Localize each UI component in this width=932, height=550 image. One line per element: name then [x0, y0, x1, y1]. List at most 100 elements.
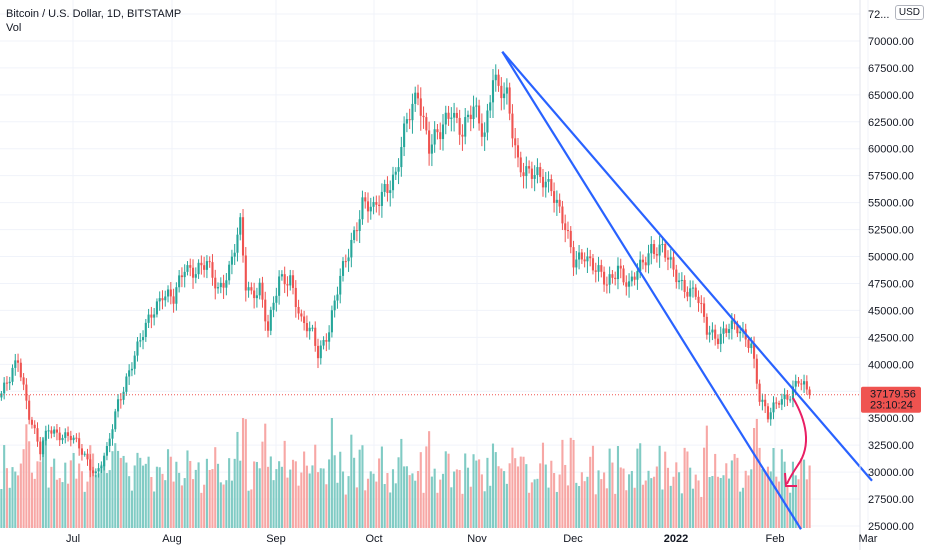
volume-bar	[66, 483, 70, 528]
volume-bar	[8, 487, 11, 528]
volume-bar	[91, 453, 95, 528]
candle-body	[97, 468, 100, 472]
volume-bar	[555, 491, 558, 528]
volume-bar	[414, 480, 417, 528]
volume-bar	[800, 458, 803, 528]
candle-body	[619, 265, 622, 269]
volume-bar	[141, 465, 145, 528]
price-tick-label: 35000.00	[868, 413, 914, 425]
volume-bar	[269, 456, 272, 528]
volume-bar	[647, 470, 650, 528]
candle-body	[61, 437, 64, 441]
volume-bar	[578, 486, 581, 528]
candle-body	[219, 282, 222, 288]
candle-body	[328, 332, 331, 342]
candle-body	[636, 271, 639, 280]
volume-bar	[753, 428, 756, 528]
candle-body	[458, 117, 461, 135]
candle-body	[739, 331, 742, 334]
candle-body	[680, 279, 683, 281]
candle-body	[578, 252, 581, 260]
volume-bar	[322, 468, 325, 528]
candle-body	[603, 271, 606, 285]
chart-grid	[0, 0, 869, 528]
candle-body	[422, 115, 425, 118]
volume-bar	[297, 485, 300, 528]
price-axis: 25000.00 27500.00 30000.00 32500.00 35000.00…	[868, 9, 914, 533]
candle-body	[108, 438, 111, 447]
volume-bar	[333, 455, 336, 528]
candle-body	[103, 455, 106, 467]
candle-body	[439, 132, 442, 140]
time-tick-label: Sep	[266, 533, 286, 545]
price-tick-label: 42500.00	[868, 332, 914, 344]
volume-bar	[375, 481, 378, 528]
currency-selector[interactable]: USD	[894, 5, 924, 20]
volume-bar	[500, 468, 503, 528]
volume-bar	[133, 465, 136, 528]
time-tick-label: 2022	[664, 533, 688, 545]
volume-bar	[194, 469, 197, 528]
volume-bar	[725, 463, 728, 528]
volume-bar	[430, 476, 433, 528]
candle-body	[294, 287, 297, 307]
volume-bar	[155, 466, 158, 528]
candle-body	[372, 202, 375, 207]
volume-bar	[722, 475, 725, 528]
candle-body	[139, 340, 142, 342]
candle-body	[580, 252, 583, 260]
candle-body	[378, 204, 381, 206]
volume-bar	[633, 487, 636, 528]
volume-bar	[544, 464, 547, 528]
candle-body	[228, 264, 231, 281]
volume-bar	[380, 446, 383, 528]
candle-body	[572, 247, 575, 268]
candle-body	[358, 219, 361, 231]
candle-body	[339, 275, 342, 295]
volume-bar	[69, 460, 72, 528]
candle-body	[689, 288, 692, 297]
volume-bar	[44, 439, 47, 528]
last-price-tag: 37179.56 23:10:24	[861, 386, 921, 413]
volume-bar	[778, 481, 781, 528]
volume-bar	[711, 476, 714, 528]
candle-body	[803, 381, 806, 385]
volume-bar	[228, 458, 231, 528]
candle-body	[694, 287, 697, 297]
volume-bar	[541, 442, 545, 528]
candle-body	[350, 239, 353, 258]
volume-bar	[39, 461, 42, 528]
volume-bar	[97, 473, 100, 528]
volume-bar	[72, 452, 75, 528]
volume-bar	[197, 462, 200, 528]
volume-bar	[528, 492, 531, 528]
volume-bar	[130, 490, 133, 528]
volume-bar	[128, 476, 131, 528]
volume-bar	[330, 418, 333, 528]
candle-body	[64, 432, 67, 438]
volume-bar	[575, 482, 578, 528]
candle-body	[528, 166, 531, 169]
candle-body	[141, 336, 145, 341]
volume-bar	[233, 458, 236, 528]
candle-body	[486, 110, 489, 133]
candle-body	[191, 267, 195, 278]
volume-bar	[436, 492, 439, 528]
volume-bar	[411, 473, 414, 528]
candle-body	[661, 244, 664, 246]
annotation-arrowhead	[784, 472, 797, 487]
candle-body	[561, 206, 564, 224]
candle-body	[403, 123, 406, 148]
candle-body	[650, 244, 653, 254]
volume-bar	[461, 493, 464, 528]
candle-body	[736, 323, 739, 334]
candle-body	[239, 217, 242, 235]
candle-body	[225, 280, 228, 288]
candle-body	[808, 389, 811, 395]
candle-body	[91, 470, 95, 474]
candle-body	[169, 289, 172, 297]
volume-bar	[164, 480, 167, 528]
candle-body	[778, 403, 781, 405]
candle-body	[772, 402, 775, 413]
